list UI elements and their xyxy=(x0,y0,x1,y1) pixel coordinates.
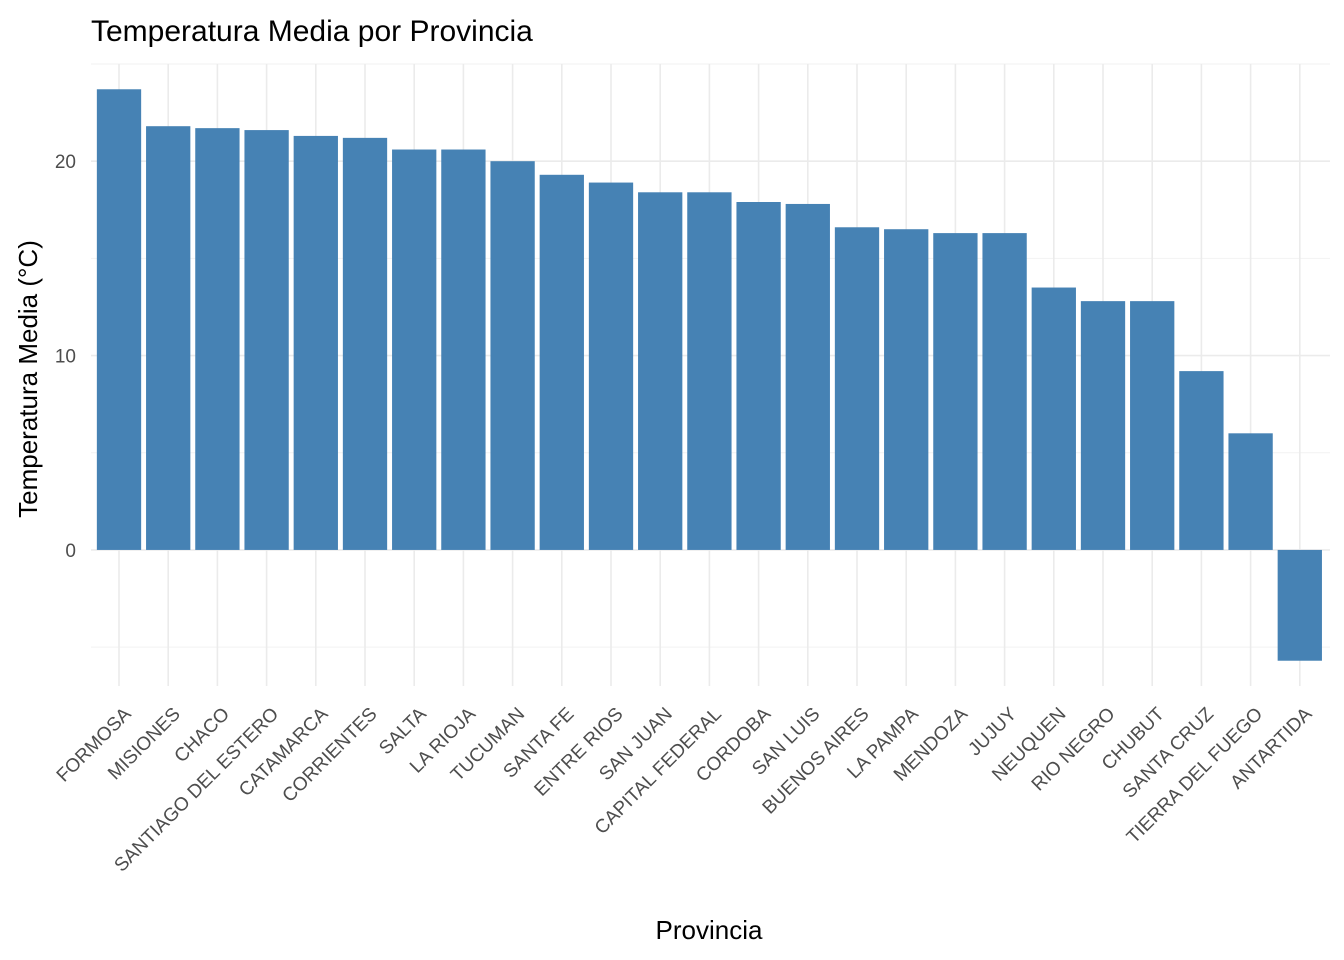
bar-capital-federal xyxy=(687,192,732,550)
bar-chubut xyxy=(1130,301,1175,550)
bar-san-juan xyxy=(638,192,683,550)
bar-corrientes xyxy=(342,137,388,550)
bar-tierra-del-fuego xyxy=(1228,433,1273,550)
bar-cordoba xyxy=(736,202,781,550)
y-tick-label: 20 xyxy=(55,152,76,173)
bar-rio-negro xyxy=(1080,301,1126,550)
bar-misiones xyxy=(146,126,191,550)
y-axis-title: Temperatura Media (°C) xyxy=(13,240,43,518)
bar-catamarca xyxy=(293,135,338,550)
bar-jujuy xyxy=(982,233,1027,550)
bars xyxy=(96,89,1322,661)
bar-entre-rios xyxy=(588,182,634,550)
bar-salta xyxy=(392,149,437,550)
bar-formosa xyxy=(96,89,142,550)
bar-tucuman xyxy=(490,161,535,550)
bar-neuquen xyxy=(1031,287,1076,550)
y-axis-ticks: 0 10 20 xyxy=(55,152,76,562)
bar-la-pampa xyxy=(884,229,929,550)
y-tick-label: 10 xyxy=(55,347,76,368)
bar-santa-fe xyxy=(539,174,584,550)
x-axis-title: Provincia xyxy=(656,915,763,945)
bar-antartida xyxy=(1277,549,1322,661)
bar-chaco xyxy=(195,128,240,550)
bar-la-rioja xyxy=(441,149,486,550)
chart-title: Temperatura Media por Provincia xyxy=(91,15,533,48)
bar-santa-cruz xyxy=(1179,371,1224,550)
y-tick-label: 0 xyxy=(65,541,76,562)
bar-santiago-del-estero xyxy=(244,130,289,550)
bar-san-luis xyxy=(785,203,830,550)
bar-buenos-aires xyxy=(834,227,880,550)
bar-mendoza xyxy=(933,233,978,550)
